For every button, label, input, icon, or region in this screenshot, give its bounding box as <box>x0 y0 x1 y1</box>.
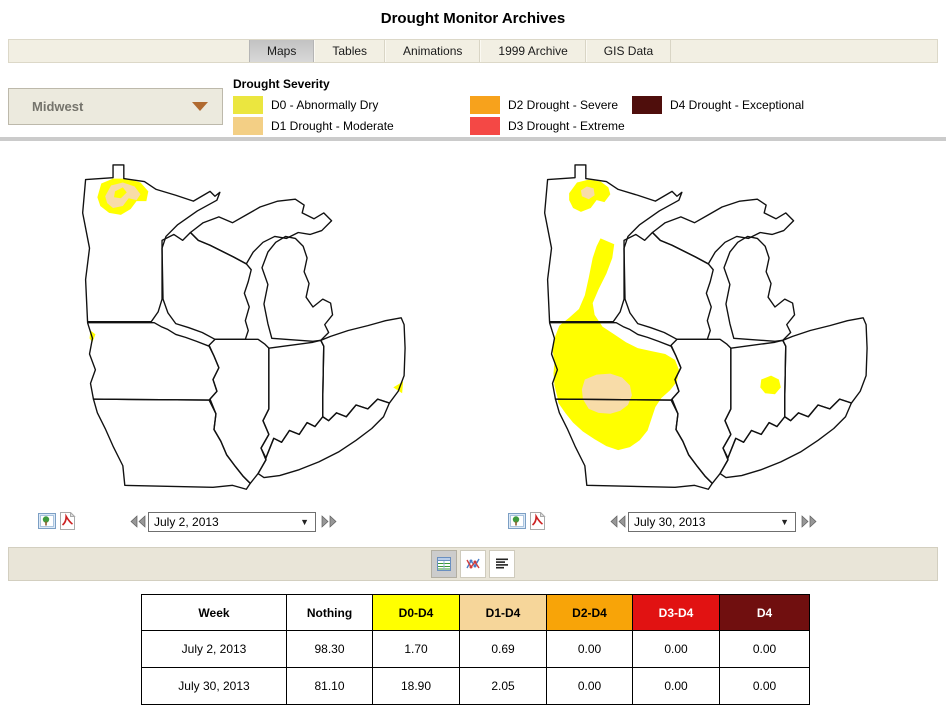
cell-d3-d4: 0.00 <box>632 667 720 705</box>
legend-item-d4: D4 Drought - Exceptional <box>632 96 804 114</box>
double-left-arrow-icon <box>610 515 626 528</box>
map-july-2-2013 <box>66 152 458 510</box>
tab-animations[interactable]: Animations <box>385 40 481 62</box>
legend-item-d3: D3 Drought - Extreme <box>470 117 625 135</box>
table-view-button[interactable] <box>431 550 457 578</box>
table-icon <box>437 557 451 571</box>
map-right-svg <box>543 164 868 490</box>
d1-spot-nw-minnesota <box>580 186 595 200</box>
d1-label: D1 Drought - Moderate <box>271 119 394 133</box>
select-caret-icon: ▼ <box>300 516 309 527</box>
prev-week-button-left[interactable] <box>130 515 146 528</box>
select-caret-icon: ▼ <box>780 516 789 527</box>
pdf-icon <box>60 511 76 530</box>
table-header-row: Week Nothing D0-D4 D1-D4 D2-D4 D3-D4 D4 <box>141 594 810 631</box>
legend-title: Drought Severity <box>233 77 330 91</box>
double-right-arrow-icon <box>321 515 337 528</box>
header-d4: D4 <box>719 594 810 631</box>
table-row: July 30, 2013 81.10 18.90 2.05 0.00 0.00… <box>141 667 810 705</box>
d0-inner-curl <box>114 187 127 199</box>
header-d3-d4: D3-D4 <box>632 594 720 631</box>
cell-d3-d4: 0.00 <box>632 630 720 668</box>
tab-bar: Maps Tables Animations 1999 Archive GIS … <box>8 39 938 63</box>
pdf-icon <box>530 511 546 530</box>
text-view-button[interactable] <box>489 550 515 578</box>
horizontal-divider <box>0 137 946 141</box>
d2-label: D2 Drought - Severe <box>508 98 619 112</box>
d3-label: D3 Drought - Extreme <box>508 119 625 133</box>
date-select-left[interactable]: July 2, 2013 ▼ <box>148 512 316 532</box>
d1-swatch <box>233 117 263 135</box>
chevron-down-icon <box>192 102 208 111</box>
header-d0-d4: D0-D4 <box>372 594 460 631</box>
cell-week: July 2, 2013 <box>141 630 287 668</box>
view-toolbar <box>8 547 938 581</box>
d0-swatch <box>233 96 263 114</box>
cell-d0-d4: 1.70 <box>372 630 460 668</box>
date-select-right[interactable]: July 30, 2013 ▼ <box>628 512 796 532</box>
date-select-right-value: July 30, 2013 <box>634 515 706 529</box>
region-dropdown-value: Midwest <box>32 99 84 114</box>
d0-spot-indiana <box>760 375 781 395</box>
line-chart-icon <box>466 558 480 569</box>
prev-week-button-right[interactable] <box>610 515 626 528</box>
image-icon <box>508 513 526 529</box>
cell-d2-d4: 0.00 <box>546 630 633 668</box>
cell-d4: 0.00 <box>719 667 810 705</box>
text-lines-icon <box>496 558 508 569</box>
legend-item-d2: D2 Drought - Severe <box>470 96 618 114</box>
d2-swatch <box>470 96 500 114</box>
header-d2-d4: D2-D4 <box>546 594 633 631</box>
d3-swatch <box>470 117 500 135</box>
d0-label: D0 - Abnormally Dry <box>271 98 379 112</box>
legend-item-d0: D0 - Abnormally Dry <box>233 96 378 114</box>
pdf-export-button-right[interactable] <box>528 511 546 530</box>
region-dropdown[interactable]: Midwest <box>8 88 223 125</box>
header-nothing: Nothing <box>286 594 373 631</box>
view-buttons <box>431 550 515 578</box>
drought-overlay-right <box>552 179 781 451</box>
drought-percent-table: Week Nothing D0-D4 D1-D4 D2-D4 D3-D4 D4 … <box>141 594 810 705</box>
tabs: Maps Tables Animations 1999 Archive GIS … <box>249 40 672 62</box>
date-select-left-value: July 2, 2013 <box>154 515 219 529</box>
image-export-button-left[interactable] <box>38 512 56 530</box>
cell-d0-d4: 18.90 <box>372 667 460 705</box>
drought-overlay-left <box>89 178 404 394</box>
chart-view-button[interactable] <box>460 550 486 578</box>
cell-d1-d4: 0.69 <box>459 630 547 668</box>
tab-1999-archive[interactable]: 1999 Archive <box>480 40 586 62</box>
cell-d2-d4: 0.00 <box>546 667 633 705</box>
tab-gis-data[interactable]: GIS Data <box>585 40 672 62</box>
page-title: Drought Monitor Archives <box>380 10 566 27</box>
next-week-button-left[interactable] <box>321 515 337 528</box>
tab-tables[interactable]: Tables <box>314 40 386 62</box>
header-d1-d4: D1-D4 <box>459 594 547 631</box>
image-export-button-right[interactable] <box>508 512 526 530</box>
double-left-arrow-icon <box>130 515 146 528</box>
cell-week: July 30, 2013 <box>141 667 287 705</box>
d1-area-sw-iowa <box>581 373 632 414</box>
header-week: Week <box>141 594 287 631</box>
map-july-30-2013 <box>528 152 920 510</box>
cell-nothing: 81.10 <box>286 667 373 705</box>
cell-nothing: 98.30 <box>286 630 373 668</box>
image-icon <box>38 513 56 529</box>
cell-d4: 0.00 <box>719 630 810 668</box>
cell-d1-d4: 2.05 <box>459 667 547 705</box>
pdf-export-button-left[interactable] <box>58 511 76 530</box>
d4-swatch <box>632 96 662 114</box>
double-right-arrow-icon <box>801 515 817 528</box>
map-left-svg <box>81 164 406 490</box>
table-row: July 2, 2013 98.30 1.70 0.69 0.00 0.00 0… <box>141 630 810 668</box>
tab-maps[interactable]: Maps <box>249 40 315 62</box>
next-week-button-right[interactable] <box>801 515 817 528</box>
d4-label: D4 Drought - Exceptional <box>670 98 805 112</box>
legend-item-d1: D1 Drought - Moderate <box>233 117 394 135</box>
